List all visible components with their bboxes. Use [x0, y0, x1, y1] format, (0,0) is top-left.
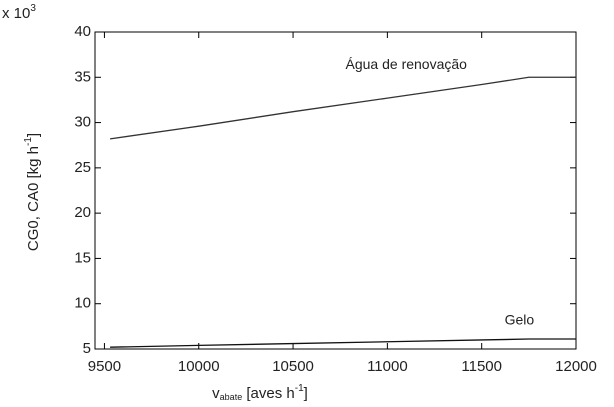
y-tick-label: 20	[74, 204, 91, 221]
y-tick-label: 30	[74, 114, 91, 131]
line	[110, 338, 576, 348]
label-part: ]	[304, 385, 308, 402]
label-part: ]	[25, 133, 42, 137]
x-tick-label: 12000	[555, 358, 597, 375]
label-part: -1	[23, 137, 34, 146]
x-tick-label: 10000	[178, 358, 220, 375]
label-part: abate	[220, 392, 243, 402]
x-tick-label: 11500	[461, 358, 502, 375]
y-tick-label: 40	[74, 23, 91, 40]
y-tick-label: 35	[74, 68, 91, 85]
y-tick-label: 5	[83, 340, 91, 357]
y-tick-label: 15	[74, 249, 91, 266]
label-part: -1	[295, 383, 304, 394]
plot-frame	[94, 31, 577, 350]
x-tick-label: 9500	[88, 358, 121, 375]
series-label: Gelo	[505, 312, 535, 328]
label-part: 3	[30, 3, 36, 14]
label-part: [aves h	[242, 385, 295, 402]
line	[109, 76, 576, 140]
y-tick-label: 25	[74, 159, 91, 176]
y-tick-label: 10	[74, 295, 91, 312]
label-part: v	[212, 385, 220, 402]
x-tick-label: 10500	[272, 358, 314, 375]
axis-multiplier: x 103	[2, 3, 36, 22]
label-part: x 10	[2, 5, 30, 22]
series-label: Água de renovação	[346, 56, 468, 72]
x-tick-label: 11000	[367, 358, 408, 375]
y-axis-label: CG0, CA0 [kg h-1]	[23, 133, 42, 251]
label-part: CG0, CA0 [kg h	[25, 146, 42, 251]
x-axis-label: vabate [aves h-1]	[212, 383, 308, 403]
